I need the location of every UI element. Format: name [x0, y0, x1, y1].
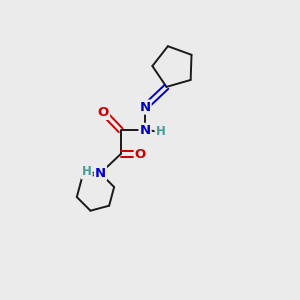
Text: N: N: [140, 100, 151, 114]
Text: H: H: [156, 125, 166, 138]
Text: N: N: [95, 167, 106, 180]
Text: H: H: [82, 165, 92, 178]
Text: O: O: [135, 148, 146, 160]
Text: N: N: [140, 124, 151, 137]
Text: O: O: [98, 106, 109, 119]
